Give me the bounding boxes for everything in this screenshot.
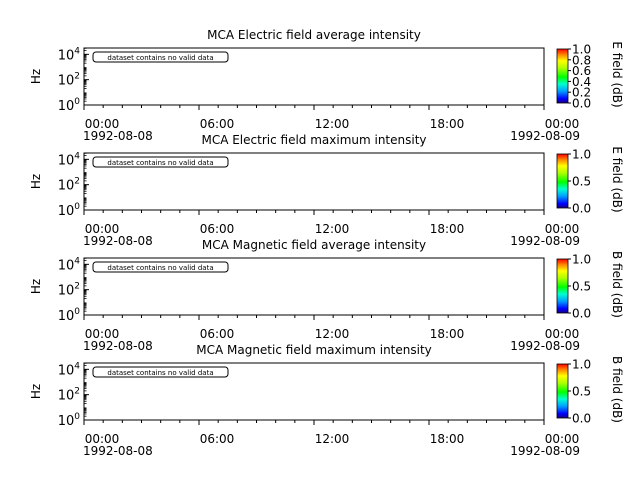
- colorbar-label: E field (dB): [610, 41, 624, 107]
- x-tick-label: 06:00: [200, 432, 235, 446]
- x-date-label: 1992-08-09: [510, 444, 580, 458]
- panel-2: MCA Electric field maximum intensity Hz 10…: [29, 133, 624, 248]
- x-tick-label: 00:00: [85, 432, 120, 446]
- colorbar-tick-label: 0.2: [572, 86, 591, 100]
- y-tick-label: 100: [58, 307, 81, 324]
- x-tick-label: 06:00: [200, 222, 235, 236]
- y-axis-label: Hz: [29, 174, 43, 189]
- colorbar: [556, 363, 569, 419]
- panel-3: MCA Magnetic field average intensity Hz 10…: [29, 238, 624, 353]
- colorbar-tick-label: 1.0: [572, 43, 591, 57]
- x-date-label: 1992-08-08: [83, 444, 153, 458]
- y-tick-label: 104: [58, 256, 81, 273]
- x-date-label: 1992-08-09: [510, 339, 580, 353]
- annotation-text: dataset contains no valid data: [107, 369, 213, 377]
- colorbar-label: B field (dB): [610, 356, 624, 423]
- x-tick-label: 18:00: [430, 327, 465, 341]
- colorbar: [556, 258, 569, 314]
- x-tick-label: 00:00: [85, 222, 120, 236]
- x-date-label: 1992-08-08: [83, 339, 153, 353]
- x-date-label: 1992-08-09: [510, 129, 580, 143]
- y-axis-label: Hz: [29, 69, 43, 84]
- annotation-box: [92, 366, 229, 378]
- y-tick-label: 100: [58, 97, 81, 114]
- x-tick-label: 00:00: [545, 117, 580, 131]
- y-axis-label: Hz: [29, 279, 43, 294]
- annotation-text: dataset contains no valid data: [107, 264, 213, 272]
- x-tick-label: 18:00: [430, 222, 465, 236]
- x-tick-label: 18:00: [430, 432, 465, 446]
- annotation-box: [92, 51, 229, 63]
- colorbar: [556, 48, 569, 104]
- panel-title: MCA Electric field average intensity: [207, 28, 421, 42]
- y-tick-label: 102: [58, 177, 80, 194]
- colorbar-tick-label: 1.0: [572, 358, 591, 372]
- x-tick-label: 12:00: [315, 432, 350, 446]
- colorbar-tick-label: 1.0: [572, 253, 591, 267]
- x-tick-label: 00:00: [545, 222, 580, 236]
- colorbar-tick-label: 0.5: [572, 175, 591, 189]
- x-tick-label: 06:00: [200, 117, 235, 131]
- annotation-box: [92, 261, 229, 273]
- annotation-text: dataset contains no valid data: [107, 159, 213, 167]
- y-axis-label: Hz: [29, 384, 43, 399]
- colorbar-tick-label: 0.5: [572, 385, 591, 399]
- panel-title: MCA Magnetic field maximum intensity: [196, 343, 432, 357]
- colorbar: [556, 153, 569, 209]
- x-tick-label: 12:00: [315, 327, 350, 341]
- x-tick-label: 00:00: [85, 117, 120, 131]
- colorbar-tick-label: 1.0: [572, 148, 591, 162]
- colorbar-tick-label: 0.6: [572, 64, 591, 78]
- y-tick-label: 104: [58, 151, 81, 168]
- y-tick-label: 100: [58, 202, 81, 219]
- colorbar-tick-label: 0.8: [572, 53, 591, 67]
- x-tick-label: 00:00: [85, 327, 120, 341]
- panel-title: MCA Magnetic field average intensity: [202, 238, 426, 252]
- x-tick-label: 00:00: [545, 432, 580, 446]
- colorbar-tick-label: 0.4: [572, 75, 591, 89]
- colorbar-label: E field (dB): [610, 146, 624, 212]
- y-tick-label: 102: [58, 72, 80, 89]
- x-tick-label: 12:00: [315, 222, 350, 236]
- x-tick-label: 06:00: [200, 327, 235, 341]
- x-date-label: 1992-08-08: [83, 234, 153, 248]
- colorbar-tick-label: 0.0: [572, 202, 591, 216]
- colorbar-label: B field (dB): [610, 251, 624, 318]
- colorbar-tick-label: 0.0: [572, 307, 591, 321]
- annotation-text: dataset contains no valid data: [107, 54, 213, 62]
- x-tick-label: 18:00: [430, 117, 465, 131]
- y-tick-label: 100: [58, 412, 81, 429]
- colorbar-tick-label: 0.5: [572, 280, 591, 294]
- x-date-label: 1992-08-08: [83, 129, 153, 143]
- x-date-label: 1992-08-09: [510, 234, 580, 248]
- y-tick-label: 102: [58, 387, 80, 404]
- y-tick-label: 102: [58, 282, 80, 299]
- colorbar-tick-label: 0.0: [572, 412, 591, 426]
- x-tick-label: 12:00: [315, 117, 350, 131]
- annotation-box: [92, 156, 229, 168]
- panel-title: MCA Electric field maximum intensity: [201, 133, 426, 147]
- y-tick-label: 104: [58, 361, 81, 378]
- panel-4: MCA Magnetic field maximum intensity Hz 10…: [29, 343, 624, 458]
- panel-1: MCA Electric field average intensity Hz 10…: [29, 28, 624, 143]
- x-tick-label: 00:00: [545, 327, 580, 341]
- colorbar-tick-label: 0.0: [572, 97, 591, 111]
- y-tick-label: 104: [58, 46, 81, 63]
